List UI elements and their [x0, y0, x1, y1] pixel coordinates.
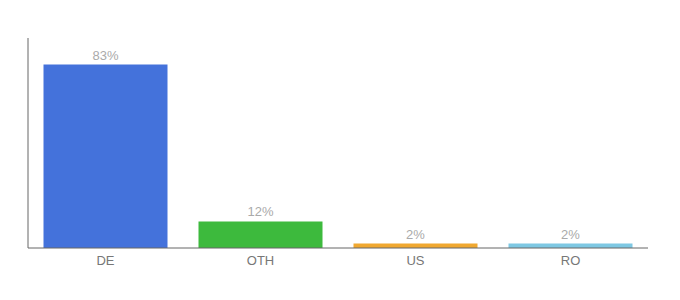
svg-text:2%: 2% — [406, 227, 425, 242]
svg-text:OTH: OTH — [247, 253, 274, 268]
svg-text:US: US — [406, 253, 424, 268]
svg-text:DE: DE — [96, 253, 114, 268]
svg-text:RO: RO — [561, 253, 581, 268]
svg-text:2%: 2% — [561, 227, 580, 242]
svg-text:12%: 12% — [247, 204, 273, 219]
svg-text:83%: 83% — [92, 48, 118, 63]
